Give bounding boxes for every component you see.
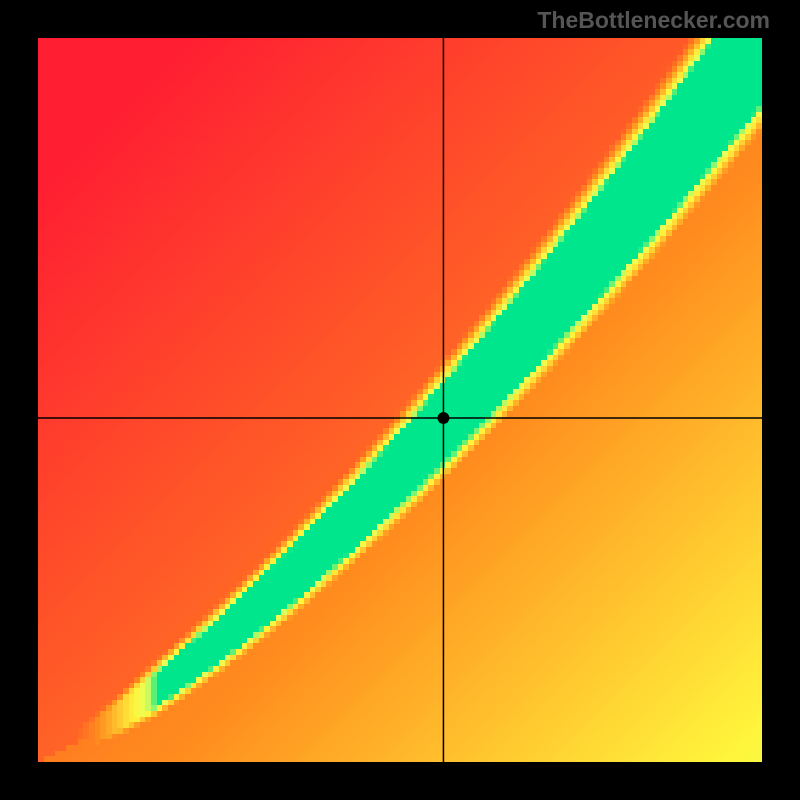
bottleneck-heatmap-canvas: [0, 0, 800, 800]
chart-container: TheBottlenecker.com: [0, 0, 800, 800]
watermark-text: TheBottlenecker.com: [537, 7, 770, 34]
